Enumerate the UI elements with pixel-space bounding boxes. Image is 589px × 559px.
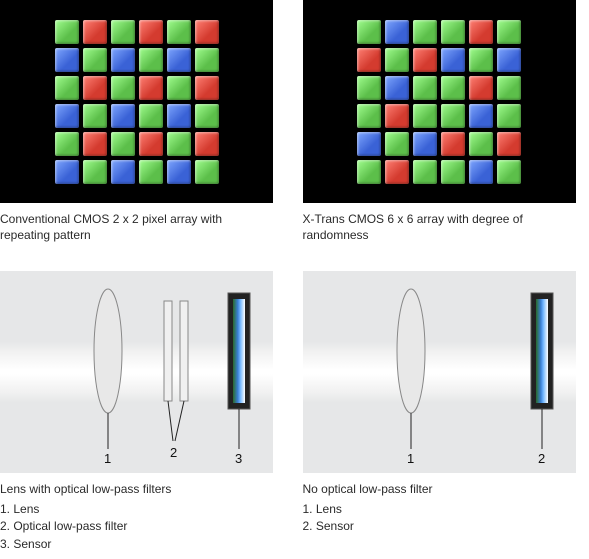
pixel-g — [441, 76, 465, 100]
pixel-b — [385, 20, 409, 44]
optic-left-title: Lens with optical low-pass filters — [0, 481, 283, 498]
pixel-g — [413, 160, 437, 184]
pixel-g — [497, 76, 521, 100]
xtrans-grid — [357, 20, 521, 184]
pixel-g — [167, 76, 191, 100]
pixel-b — [111, 160, 135, 184]
pixel-g — [167, 20, 191, 44]
pixel-g — [167, 132, 191, 156]
pixel-r — [83, 20, 107, 44]
pixel-b — [111, 104, 135, 128]
pixel-r — [139, 132, 163, 156]
pixel-g — [497, 160, 521, 184]
pixel-r — [139, 76, 163, 100]
pixel-g — [413, 104, 437, 128]
pixel-b — [55, 104, 79, 128]
pixel-g — [441, 20, 465, 44]
pixel-b — [55, 160, 79, 184]
pixel-b — [111, 48, 135, 72]
pixel-b — [441, 48, 465, 72]
optic-right-panel: 1 2 — [303, 271, 576, 473]
pixel-b — [469, 104, 493, 128]
pixel-r — [83, 132, 107, 156]
optic-left-panel: 1 2 3 — [0, 271, 273, 473]
pixel-g — [139, 48, 163, 72]
pixel-g — [441, 160, 465, 184]
pixel-g — [357, 76, 381, 100]
pixel-b — [357, 132, 381, 156]
pixel-b — [413, 132, 437, 156]
optic-right-label-lens: 1 — [407, 451, 414, 466]
pixel-r — [385, 104, 409, 128]
pixel-r — [195, 132, 219, 156]
optic-right-label-sensor: 2 — [538, 451, 545, 466]
bayer-caption: Conventional CMOS 2 x 2 pixel array with… — [0, 203, 260, 243]
pixel-b — [497, 48, 521, 72]
pixel-g — [497, 20, 521, 44]
pixel-g — [385, 48, 409, 72]
pixel-b — [469, 160, 493, 184]
pixel-g — [469, 132, 493, 156]
optic-right-item-1: 1. Lens — [303, 501, 586, 518]
optic-left-label-filters: 2 — [170, 445, 177, 460]
pixel-r — [469, 76, 493, 100]
pixel-r — [497, 132, 521, 156]
pixel-g — [441, 104, 465, 128]
pixel-g — [139, 104, 163, 128]
optic-left-label-sensor: 3 — [235, 451, 242, 466]
pixel-r — [195, 76, 219, 100]
pixel-g — [357, 160, 381, 184]
pixel-g — [413, 76, 437, 100]
pixel-r — [385, 160, 409, 184]
pixel-g — [111, 132, 135, 156]
pixel-g — [111, 76, 135, 100]
pixel-g — [357, 20, 381, 44]
bayer-grid — [55, 20, 219, 184]
pixel-g — [55, 132, 79, 156]
optic-left-item-2: 2. Optical low-pass filter — [0, 518, 283, 535]
optic-right-caption: No optical low-pass filter 1. Lens2. Sen… — [303, 473, 589, 535]
pixel-r — [413, 48, 437, 72]
pixel-g — [469, 48, 493, 72]
pixel-r — [139, 20, 163, 44]
optic-left-item-1: 1. Lens — [0, 501, 283, 518]
pixel-b — [167, 160, 191, 184]
pixel-g — [83, 160, 107, 184]
pixel-g — [497, 104, 521, 128]
pixel-r — [469, 20, 493, 44]
pixel-g — [55, 20, 79, 44]
bayer-panel — [0, 0, 273, 203]
pixel-g — [195, 48, 219, 72]
xtrans-panel — [303, 0, 576, 203]
pixel-g — [83, 104, 107, 128]
pixel-g — [195, 160, 219, 184]
pixel-b — [55, 48, 79, 72]
pixel-r — [441, 132, 465, 156]
pixel-r — [195, 20, 219, 44]
pixel-g — [413, 20, 437, 44]
pixel-b — [167, 48, 191, 72]
optic-left-label-lens: 1 — [104, 451, 111, 466]
optic-left-caption: Lens with optical low-pass filters 1. Le… — [0, 473, 287, 553]
pixel-g — [195, 104, 219, 128]
pixel-g — [83, 48, 107, 72]
optic-left-item-3: 3. Sensor — [0, 536, 283, 553]
pixel-g — [357, 104, 381, 128]
pixel-g — [385, 132, 409, 156]
pixel-b — [385, 76, 409, 100]
optic-right-item-2: 2. Sensor — [303, 518, 586, 535]
pixel-r — [357, 48, 381, 72]
pixel-g — [55, 76, 79, 100]
pixel-b — [167, 104, 191, 128]
pixel-r — [83, 76, 107, 100]
optic-right-title: No optical low-pass filter — [303, 481, 586, 498]
xtrans-caption: X-Trans CMOS 6 x 6 array with degree of … — [303, 203, 563, 243]
pixel-g — [139, 160, 163, 184]
pixel-g — [111, 20, 135, 44]
